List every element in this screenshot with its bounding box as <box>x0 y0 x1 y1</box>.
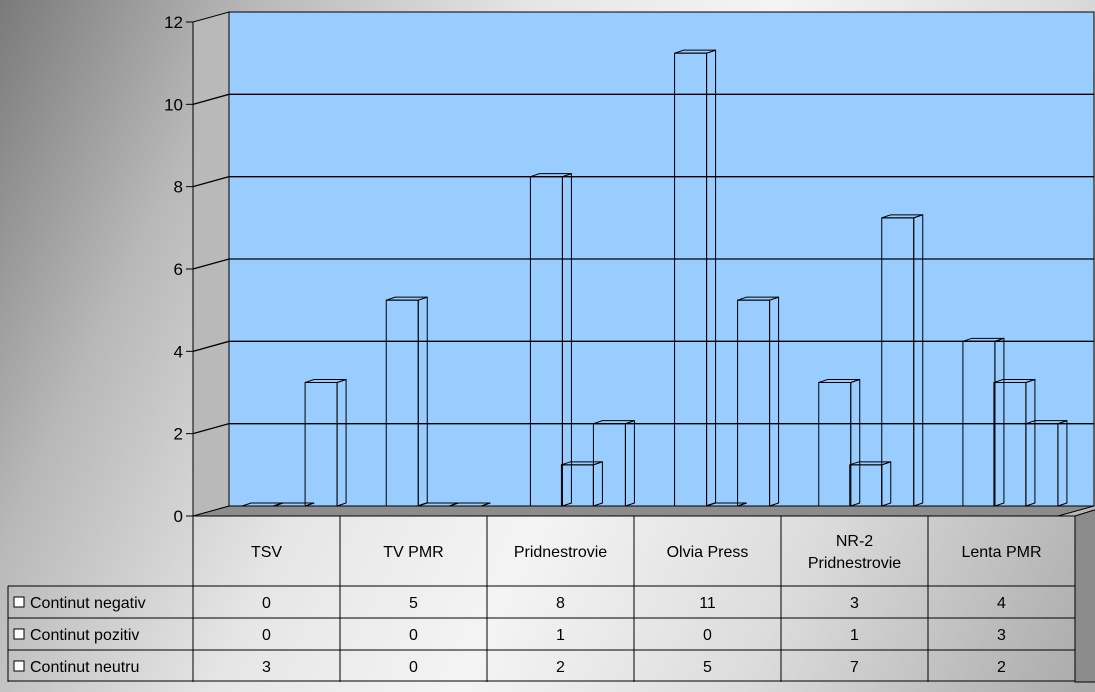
data-label: 0 <box>409 659 418 676</box>
category-label-line: NR-2 <box>836 533 873 550</box>
y-tick-label: 10 <box>164 95 183 114</box>
y-tick-label: 4 <box>174 342 183 361</box>
bar-top <box>818 379 860 383</box>
category-label: Lenta PMR <box>961 544 1041 561</box>
category-label-line: Pridnestrovie <box>514 544 607 561</box>
bar-top <box>530 173 572 178</box>
bar <box>962 337 1005 507</box>
bar <box>592 419 635 507</box>
bar-top <box>449 502 491 507</box>
data-label: 11 <box>699 595 716 612</box>
legend-marker <box>13 628 25 640</box>
bar-top <box>737 296 779 301</box>
bar-top <box>993 379 1036 383</box>
bar-top <box>304 379 347 383</box>
data-table-edge <box>1074 509 1095 683</box>
gridline <box>192 93 1094 105</box>
data-label: 0 <box>409 627 418 644</box>
gridline <box>192 176 1094 188</box>
y-tick-label: 2 <box>174 425 183 444</box>
data-label: 3 <box>997 627 1006 644</box>
legend-marker <box>13 660 25 672</box>
category-label-line: TV PMR <box>383 544 443 561</box>
data-label: 7 <box>850 659 859 676</box>
bar <box>881 214 924 507</box>
y-tick-label: 0 <box>174 507 183 526</box>
data-label: 0 <box>262 627 271 644</box>
category-label-line: Lenta PMR <box>961 544 1041 561</box>
plot-floor <box>192 505 1095 517</box>
data-label: 2 <box>997 659 1006 676</box>
legend-series-name: Continut pozitiv <box>30 627 139 644</box>
data-label: 8 <box>556 595 565 612</box>
bar <box>272 502 315 507</box>
gridline <box>192 423 1094 435</box>
data-label: 5 <box>409 595 418 612</box>
data-label: 2 <box>556 659 565 676</box>
bar <box>737 296 780 507</box>
category-label-line: TSV <box>251 544 282 561</box>
y-tick-label: 6 <box>174 260 183 279</box>
category-label: NR-2 Pridnestrovie <box>808 533 901 572</box>
y-tick-label: 8 <box>174 178 183 197</box>
category-label: Olvia Press <box>667 544 749 561</box>
bar <box>529 172 572 507</box>
bar-top <box>561 461 603 466</box>
data-label: 0 <box>703 627 712 644</box>
bar <box>1025 419 1068 507</box>
category-label: Pridnestrovie <box>514 544 607 561</box>
data-label: 5 <box>703 659 712 676</box>
bar-top <box>272 502 315 507</box>
bar-top <box>386 296 428 301</box>
category-label-line: Pridnestrovie <box>808 555 901 572</box>
legend-series-name: Continut negativ <box>30 595 146 612</box>
gridline <box>192 258 1094 270</box>
bar-top <box>674 49 716 54</box>
bar-top <box>1025 420 1068 425</box>
bar-top <box>881 214 923 219</box>
bar <box>449 502 491 507</box>
category-label-line: Olvia Press <box>667 544 749 561</box>
data-label: 3 <box>850 595 859 612</box>
data-label: 3 <box>262 659 271 676</box>
data-label: 1 <box>556 627 565 644</box>
bar-top <box>849 461 891 466</box>
legend-series-name: Continut neutru <box>30 659 139 676</box>
data-label: 4 <box>997 595 1006 612</box>
bar-top <box>705 502 747 507</box>
bar <box>304 378 347 507</box>
data-label: 0 <box>262 595 271 612</box>
bar-top <box>593 420 635 425</box>
legend-marker <box>13 596 25 608</box>
y-tick-label: 12 <box>164 13 183 32</box>
category-label: TSV <box>251 544 282 561</box>
bar <box>705 502 747 507</box>
data-label: 1 <box>850 627 859 644</box>
category-label: TV PMR <box>383 544 443 561</box>
bar-top <box>962 337 1005 342</box>
gridline <box>192 340 1094 352</box>
